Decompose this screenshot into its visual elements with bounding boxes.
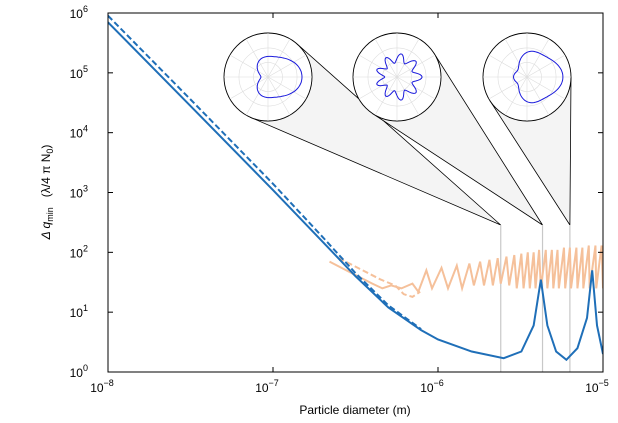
y-tick-exponent: 3	[83, 184, 88, 194]
polar-spoke	[396, 76, 436, 100]
y-label-sub: min	[45, 207, 55, 222]
y-tick-label: 100	[70, 363, 88, 380]
x-tick-exponent: −5	[599, 378, 609, 388]
x-tick-label: 10−7	[255, 378, 279, 395]
y-tick-exponent: 4	[83, 124, 88, 134]
y-label-quantity: Δ q	[39, 221, 53, 240]
polar-curve	[376, 53, 423, 101]
y-tick-label: 105	[70, 64, 88, 81]
series-line	[108, 21, 603, 362]
polar-spoke	[526, 76, 566, 100]
series-line	[108, 15, 422, 330]
polar-spoke	[245, 76, 269, 116]
polar-spoke	[396, 54, 436, 78]
polar-spoke	[504, 76, 528, 116]
y-tick-label: 104	[70, 124, 88, 141]
polar-spoke	[488, 54, 528, 78]
polar-spoke	[526, 38, 550, 78]
x-axis-label: Particle diameter (m)	[299, 403, 410, 417]
polar-spoke	[229, 76, 269, 100]
polar-spoke	[526, 54, 566, 78]
y-label-unit-end: )	[39, 145, 53, 149]
x-tick-exponent: −8	[104, 378, 114, 388]
x-tick-exponent: −6	[434, 378, 444, 388]
x-tick-label: 10−8	[90, 378, 114, 395]
y-tick-exponent: 0	[83, 363, 88, 373]
polar-spoke	[267, 54, 307, 78]
polar-spoke	[396, 38, 420, 78]
y-tick-exponent: 1	[83, 303, 88, 313]
y-tick-exponent: 6	[83, 4, 88, 14]
polar-spoke	[267, 76, 307, 100]
polar-spoke	[396, 76, 420, 116]
polar-inset	[352, 32, 442, 122]
polar-spoke	[229, 54, 269, 78]
polar-spoke	[504, 38, 528, 78]
polar-spoke	[267, 76, 291, 116]
x-tick-label: 10−5	[585, 378, 609, 395]
polar-spoke	[267, 38, 291, 78]
series-line	[338, 257, 421, 298]
polar-curve	[512, 50, 564, 104]
insets	[223, 32, 572, 227]
polar-inset	[223, 32, 313, 122]
x-tick-label: 10−6	[420, 378, 444, 395]
polar-spoke	[488, 76, 528, 100]
y-label-unit: (λ/4 π N	[39, 154, 53, 198]
polar-spoke	[526, 76, 550, 116]
y-tick-label: 102	[70, 243, 88, 260]
polar-curve	[256, 55, 303, 99]
y-tick-exponent: 5	[83, 64, 88, 74]
polar-spoke	[358, 54, 398, 78]
y-tick-label: 103	[70, 184, 88, 201]
polar-inset	[482, 32, 572, 122]
y-tick-label: 106	[70, 4, 88, 21]
y-axis-label: Δ qmin (λ/4 π N0)	[39, 145, 55, 241]
x-tick-exponent: −7	[269, 378, 279, 388]
polar-spoke	[245, 38, 269, 78]
polar-spoke	[358, 76, 398, 100]
y-label-unit-sub: 0	[45, 149, 55, 154]
plot-area	[108, 15, 603, 372]
series-line	[329, 245, 603, 294]
y-tick-label: 101	[70, 303, 88, 320]
y-tick-exponent: 2	[83, 243, 88, 253]
